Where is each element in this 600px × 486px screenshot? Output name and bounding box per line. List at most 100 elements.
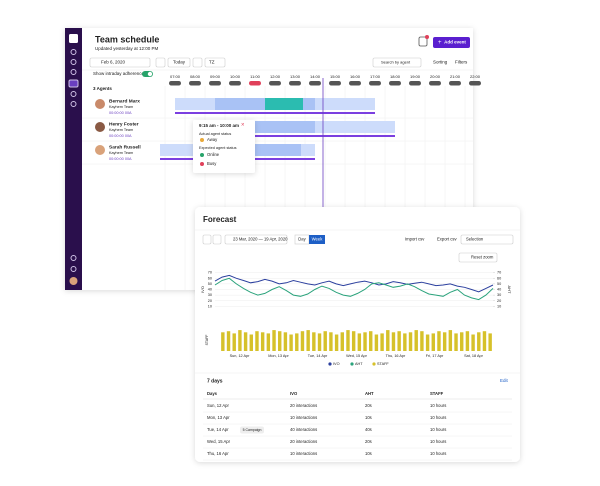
nav-icon[interactable] [70, 266, 77, 272]
nav-icon[interactable] [70, 49, 77, 55]
sorting[interactable]: Sorting [433, 60, 448, 65]
popup [193, 120, 255, 173]
staff-bar [243, 332, 248, 351]
x-tick-label: Fri, 17 Apr [426, 354, 444, 358]
agent-team: Kayhem Team [109, 128, 133, 132]
staff-bar [329, 332, 333, 351]
logo[interactable] [69, 34, 78, 43]
edit[interactable]: Edit [500, 378, 509, 383]
staff-bar [226, 331, 231, 351]
y-tick-label: 30 [208, 293, 212, 297]
hour-pill [329, 81, 341, 86]
prev-button[interactable] [155, 57, 166, 68]
subtitle: Updated yesterday at 12:00 PM [95, 46, 159, 51]
staff-axis-label: STAFF [205, 335, 209, 346]
hour-label: 14:00 [310, 74, 321, 79]
nav-icon[interactable] [70, 255, 77, 261]
hour-label: 17:00 [370, 74, 381, 79]
series-line [214, 277, 494, 301]
next-button[interactable] [192, 57, 203, 68]
staff-bar [363, 332, 367, 351]
close-icon[interactable]: × [241, 123, 245, 129]
prev-button[interactable] [202, 234, 212, 245]
hour-pill [169, 81, 181, 86]
hour-pill [189, 81, 201, 86]
staff-bar [312, 332, 316, 351]
nav-icon[interactable] [70, 101, 77, 107]
staff-bar [340, 332, 344, 351]
popup-time: 9:15 am - 10:00 am [199, 123, 239, 128]
hour-pill [269, 81, 281, 86]
agent-id: 00:00:00 00A [109, 157, 132, 161]
sidebar [65, 28, 82, 290]
staff-bar [482, 331, 487, 351]
week-button[interactable] [309, 235, 325, 244]
selection-select[interactable] [460, 234, 514, 245]
agent-name: Bernard Marx [109, 98, 140, 104]
staff-bar [374, 334, 379, 351]
agent-name: Sarah Russell [109, 144, 141, 150]
filters[interactable]: Filters [455, 60, 468, 65]
staff-bar [283, 332, 288, 351]
nav-icon-active[interactable] [68, 79, 79, 88]
column-header: Days [207, 391, 218, 396]
calendar-icon[interactable] [418, 36, 428, 47]
table-heading: 7 days [207, 378, 223, 384]
column-header: STAFF [430, 391, 444, 396]
week: Week [312, 237, 324, 242]
staff-bar [334, 334, 339, 351]
export[interactable]: Export csv [437, 237, 457, 242]
search-box[interactable] [372, 57, 422, 68]
date-picker[interactable] [89, 57, 151, 68]
staff-bar [386, 330, 390, 351]
date-picker[interactable] [224, 234, 288, 245]
nav-icon[interactable] [70, 69, 77, 75]
y-tick-label: 40 [208, 288, 212, 292]
staff-bar [460, 332, 464, 351]
cell: Sun, 12 Apr [207, 403, 229, 408]
hour-pill [289, 81, 301, 86]
timezone-select[interactable] [204, 57, 226, 68]
hour-label: 12:00 [270, 74, 281, 79]
user-avatar[interactable] [69, 277, 78, 285]
adherence-bar [175, 112, 375, 114]
nav-icon[interactable] [70, 91, 77, 97]
staff-bar [300, 331, 305, 351]
staff-bar [357, 333, 362, 351]
activity [303, 98, 315, 110]
tag [240, 426, 264, 434]
hour-pill [349, 81, 361, 86]
agent-avatar [95, 145, 105, 155]
agent-id: 00:00:00 00A [109, 134, 132, 138]
cell: 20s [365, 403, 372, 408]
hour-pill [249, 81, 261, 86]
hour-label: 16:00 [350, 74, 361, 79]
hour-pill [449, 81, 461, 86]
reset-zoom-button[interactable] [458, 252, 498, 263]
cell: 40 interactions [290, 427, 317, 432]
forecast-table: Days IVO AHT STAFF Sun, 12 Apr 20 interaction… [203, 391, 512, 461]
staff-bar [425, 334, 430, 351]
legend-label: STAFF [377, 362, 389, 366]
y2-tick-label: 60 [497, 276, 501, 280]
y-axis-label: IVO [200, 286, 205, 293]
next-button[interactable] [212, 234, 222, 245]
hour-label: 07:00 [170, 74, 181, 79]
add-event-button[interactable] [433, 37, 470, 48]
sidebar-icons [68, 49, 79, 272]
title: Team schedule [95, 34, 159, 44]
series-line [214, 274, 494, 293]
staff-bar [391, 332, 396, 351]
y-tick-label: 20 [208, 299, 212, 303]
reset-zoom: Reset zoom [471, 255, 494, 260]
today-button[interactable] [167, 57, 191, 68]
y-tick-label: 70 [208, 271, 212, 275]
legend-label: AHT [355, 362, 363, 366]
hour-pill [409, 81, 421, 86]
staff-bar [442, 332, 447, 351]
nav-icon[interactable] [70, 59, 77, 65]
staff-bar [454, 333, 458, 351]
hour-label: 09:00 [210, 74, 221, 79]
x-tick-label: Tue, 14 Apr [308, 354, 328, 358]
import[interactable]: Import csv [405, 237, 425, 242]
